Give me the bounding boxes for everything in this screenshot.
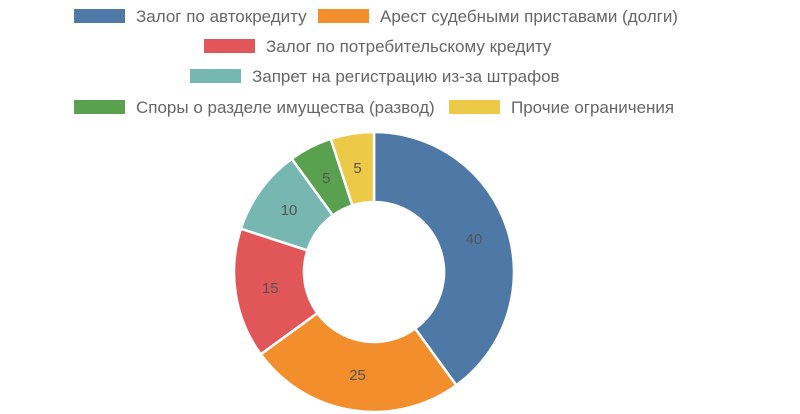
legend-swatch	[74, 9, 125, 23]
legend-item[interactable]: Споры о разделе имущества (развод)	[74, 98, 435, 117]
legend-swatch	[74, 100, 125, 114]
legend-item[interactable]: Залог по автокредиту	[74, 7, 307, 26]
legend-swatch	[190, 69, 241, 83]
doughnut-slice[interactable]	[258, 311, 459, 414]
slice-value-label: 5	[353, 160, 361, 177]
legend-label: Залог по потребительскому кредиту	[266, 37, 552, 56]
legend-label: Споры о разделе имущества (развод)	[136, 98, 435, 117]
legend-item[interactable]: Арест судебными приставами (долги)	[318, 7, 678, 26]
doughnut-slices	[232, 130, 516, 414]
chart-legend: Залог по автокредиту Арест судебными прис…	[74, 7, 678, 117]
legend-label: Прочие ограничения	[511, 98, 674, 117]
slice-value-label: 10	[281, 202, 298, 219]
legend-label: Запрет на регистрацию из-за штрафов	[252, 67, 560, 86]
slice-value-label: 5	[322, 170, 330, 187]
legend-swatch	[449, 100, 500, 114]
legend-label: Арест судебными приставами (долги)	[380, 7, 678, 26]
slice-value-label: 40	[466, 231, 483, 248]
legend-item[interactable]: Прочие ограничения	[449, 98, 674, 117]
doughnut-slice[interactable]	[329, 130, 376, 208]
slice-value-label: 25	[349, 367, 366, 384]
legend-swatch	[204, 39, 255, 53]
legend-swatch	[318, 9, 369, 23]
legend-item[interactable]: Запрет на регистрацию из-за штрафов	[190, 67, 560, 86]
slice-value-labels: 40 25 15 10 5 5	[262, 160, 482, 384]
slice-value-label: 15	[262, 280, 279, 297]
doughnut-slice[interactable]	[372, 130, 516, 388]
legend-item[interactable]: Залог по потребительскому кредиту	[204, 37, 552, 56]
legend-label: Залог по автокредиту	[136, 7, 307, 26]
